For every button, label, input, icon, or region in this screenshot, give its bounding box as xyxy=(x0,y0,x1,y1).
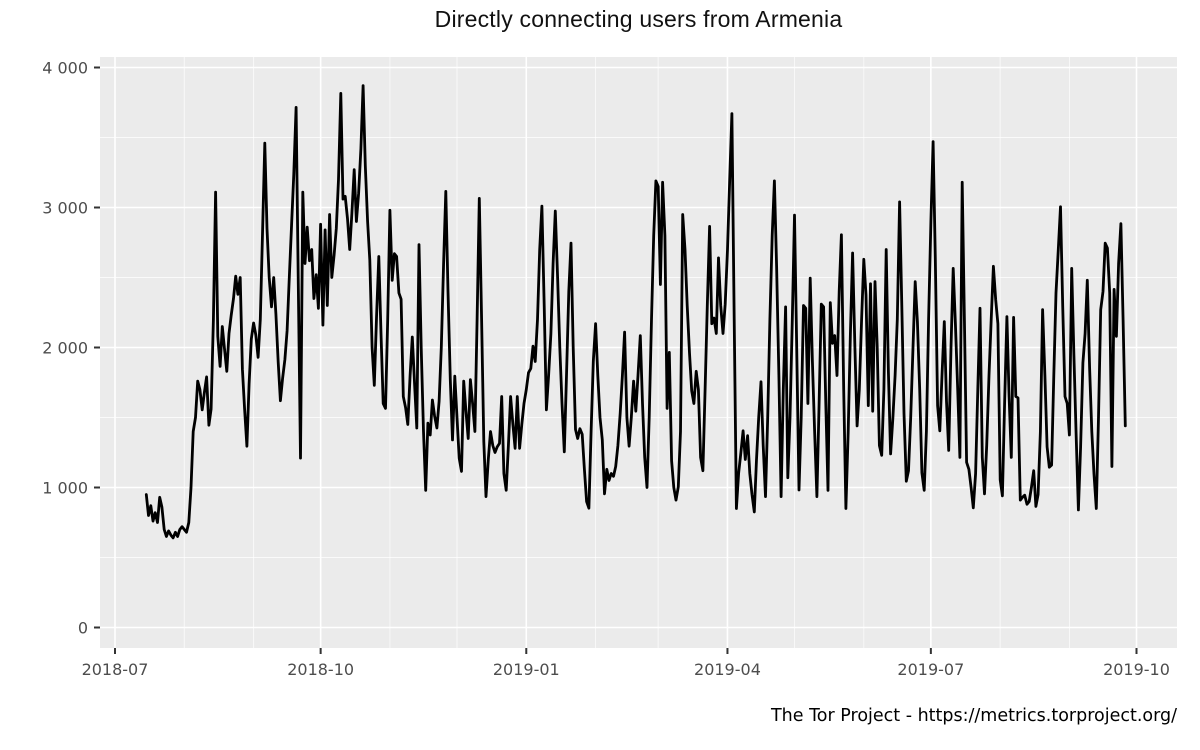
y-tick-label: 3 000 xyxy=(42,199,88,218)
x-tick-label: 2018-10 xyxy=(287,660,354,679)
y-tick-label: 2 000 xyxy=(42,339,88,358)
y-tick-label: 1 000 xyxy=(42,479,88,498)
chart-title: Directly connecting users from Armenia xyxy=(434,6,843,32)
chart-source-link[interactable]: The Tor Project - https://metrics.torpro… xyxy=(770,706,1177,726)
x-tick-label: 2019-10 xyxy=(1103,660,1170,679)
x-tick-label: 2019-04 xyxy=(694,660,761,679)
x-tick-label: 2018-07 xyxy=(82,660,149,679)
x-tick-label: 2019-01 xyxy=(493,660,560,679)
x-tick-label: 2019-07 xyxy=(897,660,964,679)
series-line xyxy=(144,84,1127,540)
y-tick-label: 4 000 xyxy=(42,59,88,78)
y-tick-label: 0 xyxy=(78,619,88,638)
